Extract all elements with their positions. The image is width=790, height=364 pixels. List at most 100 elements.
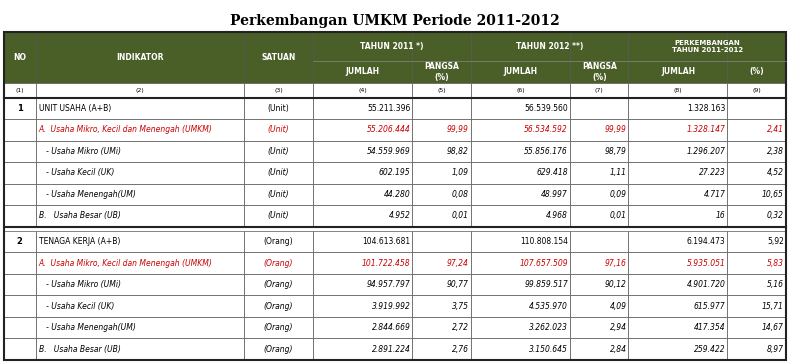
Text: 99,99: 99,99	[447, 125, 469, 134]
Text: 5,83: 5,83	[767, 259, 784, 268]
Bar	[243, 98, 314, 119]
Bar	[4, 119, 36, 141]
Text: 602.195: 602.195	[379, 169, 411, 177]
Bar	[243, 141, 314, 162]
Text: - Usaha Menengah(UM): - Usaha Menengah(UM)	[39, 190, 135, 199]
Bar	[36, 184, 243, 205]
Text: TENAGA KERJA (A+B): TENAGA KERJA (A+B)	[39, 237, 120, 246]
Text: 0,08: 0,08	[452, 190, 469, 199]
Bar	[728, 119, 786, 141]
Bar	[412, 296, 471, 317]
Bar	[243, 252, 314, 274]
Bar	[36, 141, 243, 162]
Text: (Unit): (Unit)	[268, 147, 289, 156]
Bar	[36, 83, 243, 98]
Bar	[471, 162, 570, 184]
Bar	[728, 83, 786, 98]
Bar	[471, 98, 570, 119]
Bar	[570, 296, 629, 317]
Bar	[314, 141, 412, 162]
Bar	[471, 141, 570, 162]
Bar	[36, 98, 243, 119]
Text: 2,72: 2,72	[452, 323, 469, 332]
Text: (Unit): (Unit)	[268, 104, 289, 113]
Bar	[412, 141, 471, 162]
Bar	[570, 339, 629, 360]
Bar	[4, 317, 36, 339]
Text: 2,94: 2,94	[609, 323, 626, 332]
Bar	[570, 274, 629, 296]
Text: 5,16: 5,16	[767, 280, 784, 289]
Bar	[4, 205, 36, 227]
Text: (4): (4)	[359, 88, 367, 93]
Text: 3.150.645: 3.150.645	[529, 345, 568, 354]
Text: (Orang): (Orang)	[264, 259, 293, 268]
Text: 0,09: 0,09	[609, 190, 626, 199]
Text: 3,75: 3,75	[452, 302, 469, 311]
Text: A.  Usaha Mikro, Kecil dan Menengah (UMKM): A. Usaha Mikro, Kecil dan Menengah (UMKM…	[39, 259, 213, 268]
Text: 94.957.797: 94.957.797	[367, 280, 411, 289]
Bar	[314, 252, 412, 274]
Bar	[36, 162, 243, 184]
Bar	[629, 274, 728, 296]
Bar	[4, 32, 36, 83]
Text: Perkembangan UMKM Periode 2011-2012: Perkembangan UMKM Periode 2011-2012	[230, 14, 560, 28]
Bar	[36, 231, 243, 252]
Text: 629.418: 629.418	[536, 169, 568, 177]
Bar	[4, 231, 36, 252]
Text: 2.891.224: 2.891.224	[371, 345, 411, 354]
Text: - Usaha Mikro (UMi): - Usaha Mikro (UMi)	[39, 147, 121, 156]
Bar	[314, 231, 412, 252]
Bar	[570, 119, 629, 141]
Text: 4.535.970: 4.535.970	[529, 302, 568, 311]
Text: 90,77: 90,77	[447, 280, 469, 289]
Bar	[412, 205, 471, 227]
Bar	[471, 184, 570, 205]
Bar	[4, 83, 36, 98]
Text: (Orang): (Orang)	[264, 323, 293, 332]
Text: 1.328.163: 1.328.163	[687, 104, 725, 113]
Bar	[728, 32, 786, 83]
Bar	[471, 296, 570, 317]
Bar	[728, 252, 786, 274]
Bar	[629, 119, 728, 141]
Bar	[314, 296, 412, 317]
Bar	[4, 32, 36, 83]
Text: 101.722.458: 101.722.458	[362, 259, 411, 268]
Text: (Orang): (Orang)	[264, 280, 293, 289]
Text: 2,84: 2,84	[609, 345, 626, 354]
Text: - Usaha Kecil (UK): - Usaha Kecil (UK)	[39, 302, 114, 311]
Bar	[412, 162, 471, 184]
Bar	[629, 252, 728, 274]
Text: 55.856.176: 55.856.176	[525, 147, 568, 156]
Bar	[471, 252, 570, 274]
Text: 10,65: 10,65	[762, 190, 784, 199]
Text: 615.977: 615.977	[694, 302, 725, 311]
Bar	[728, 339, 786, 360]
Bar	[36, 317, 243, 339]
Bar	[471, 32, 570, 83]
Text: 4,09: 4,09	[609, 302, 626, 311]
Text: 3.262.023: 3.262.023	[529, 323, 568, 332]
Text: 4.968: 4.968	[546, 211, 568, 221]
Text: 1: 1	[17, 104, 23, 113]
Bar	[728, 184, 786, 205]
Bar	[314, 83, 412, 98]
Bar	[728, 205, 786, 227]
Text: (7): (7)	[595, 88, 604, 93]
Text: INDIKATOR: INDIKATOR	[116, 53, 164, 62]
Bar	[412, 231, 471, 252]
Text: JUMLAH: JUMLAH	[503, 67, 537, 76]
Bar	[412, 83, 471, 98]
Text: (5): (5)	[438, 88, 446, 93]
Text: (9): (9)	[752, 88, 761, 93]
Text: (Orang): (Orang)	[264, 237, 293, 246]
Text: 14,67: 14,67	[762, 323, 784, 332]
Bar	[629, 205, 728, 227]
Bar	[728, 162, 786, 184]
Text: (Unit): (Unit)	[268, 169, 289, 177]
Bar	[471, 317, 570, 339]
Text: 1,09: 1,09	[452, 169, 469, 177]
Bar	[629, 317, 728, 339]
Bar	[570, 98, 629, 119]
